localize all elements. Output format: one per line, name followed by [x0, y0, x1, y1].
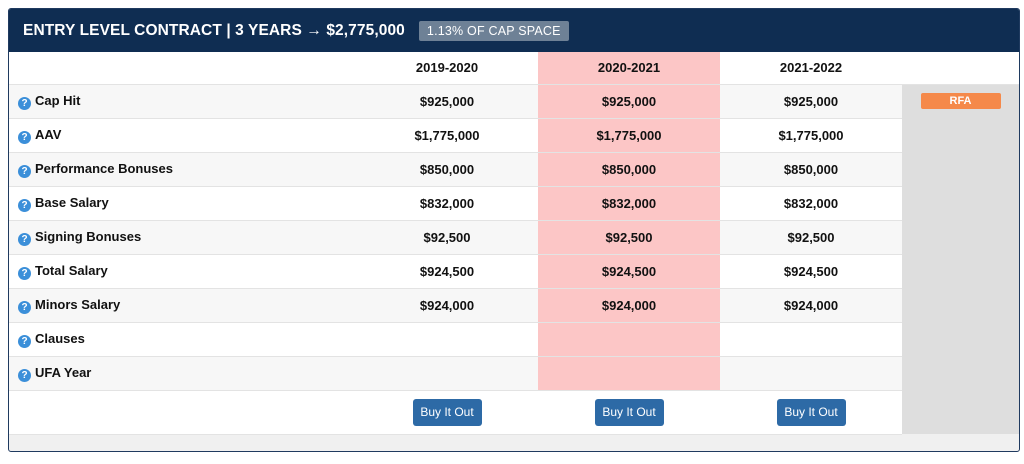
- cell-value: $1,775,000: [356, 118, 538, 153]
- cell-value-current: $1,775,000: [538, 118, 720, 153]
- row-label-clauses: ? Clauses: [9, 322, 356, 357]
- table-row: ? Cap Hit $925,000 $925,000 $925,000 RFA: [9, 84, 1019, 434]
- row-label-text: Performance Bonuses: [35, 160, 173, 176]
- table-row: ? UFA Year: [9, 356, 1019, 391]
- cell-value: $850,000: [720, 152, 902, 187]
- contract-card: ENTRY LEVEL CONTRACT | 3 YEARS → $2,775,…: [8, 8, 1020, 452]
- buy-it-out-button[interactable]: Buy It Out: [594, 398, 664, 426]
- row-label-text: Total Salary: [35, 262, 108, 278]
- cell-value: $925,000: [356, 84, 538, 119]
- cell-value: $924,000: [356, 288, 538, 323]
- contract-header: ENTRY LEVEL CONTRACT | 3 YEARS → $2,775,…: [9, 9, 1019, 52]
- season-header-row: 2019-2020 2020-2021 2021-2022: [9, 52, 1019, 85]
- help-icon[interactable]: ?: [18, 164, 31, 178]
- buy-out-row-label: [9, 390, 356, 435]
- row-label-text: Cap Hit: [35, 92, 81, 108]
- cell-value: $924,500: [356, 254, 538, 289]
- row-label-text: Minors Salary: [35, 296, 121, 312]
- buy-out-cell: Buy It Out: [538, 390, 720, 435]
- help-icon[interactable]: ?: [18, 300, 31, 314]
- buy-it-out-button[interactable]: Buy It Out: [776, 398, 846, 426]
- season-header: 2019-2020: [356, 52, 538, 85]
- help-icon[interactable]: ?: [18, 130, 31, 144]
- table-row: ? Performance Bonuses $850,000 $850,000 $…: [9, 152, 1019, 187]
- table-row: ? AAV $1,775,000 $1,775,000 $1,775,000: [9, 118, 1019, 153]
- buy-it-out-button[interactable]: Buy It Out: [412, 398, 482, 426]
- table-row: ? Total Salary $924,500 $924,500 $924,500: [9, 254, 1019, 289]
- row-label-text: Signing Bonuses: [35, 228, 142, 244]
- row-label-cap-hit: ? Cap Hit: [9, 84, 356, 119]
- buy-out-row: Buy It Out Buy It Out Buy It Out: [9, 390, 1019, 435]
- help-icon[interactable]: ?: [18, 198, 31, 212]
- cell-value: [356, 322, 538, 357]
- cell-value: [720, 356, 902, 391]
- cell-value-current: [538, 322, 720, 357]
- buy-out-cell: Buy It Out: [720, 390, 902, 435]
- row-label-performance-bonuses: ? Performance Bonuses: [9, 152, 356, 187]
- cell-value-current: [538, 356, 720, 391]
- cell-value: $92,500: [720, 220, 902, 255]
- row-label-minors-salary: ? Minors Salary: [9, 288, 356, 323]
- status-column: RFA: [902, 84, 1019, 434]
- cell-value-current: $832,000: [538, 186, 720, 221]
- table-row: ? Minors Salary $924,000 $924,000 $924,00…: [9, 288, 1019, 323]
- row-label-text: UFA Year: [35, 364, 92, 380]
- cap-space-badge: 1.13% OF CAP SPACE: [418, 20, 569, 41]
- cell-value: $832,000: [356, 186, 538, 221]
- row-label-text: Clauses: [35, 330, 85, 346]
- contract-table: 2019-2020 2020-2021 2021-2022 ? Cap Hit $…: [9, 52, 1019, 435]
- season-header: 2021-2022: [720, 52, 902, 85]
- cell-value-current: $92,500: [538, 220, 720, 255]
- cell-value: $1,775,000: [720, 118, 902, 153]
- row-label-signing-bonuses: ? Signing Bonuses: [9, 220, 356, 255]
- table-row: ? Clauses: [9, 322, 1019, 357]
- buy-out-cell: Buy It Out: [356, 390, 538, 435]
- cell-value-current: $925,000: [538, 84, 720, 119]
- row-label-ufa-year: ? UFA Year: [9, 356, 356, 391]
- cell-value: [356, 356, 538, 391]
- cell-value: $924,000: [720, 288, 902, 323]
- cell-value: $925,000: [720, 84, 902, 119]
- cell-value-current: $924,500: [538, 254, 720, 289]
- row-label-base-salary: ? Base Salary: [9, 186, 356, 221]
- cell-value: $832,000: [720, 186, 902, 221]
- table-row: ? Base Salary $832,000 $832,000 $832,000: [9, 186, 1019, 221]
- cell-value-current: $924,000: [538, 288, 720, 323]
- help-icon[interactable]: ?: [18, 368, 31, 382]
- cell-value-current: $850,000: [538, 152, 720, 187]
- status-column-header: [902, 52, 1019, 85]
- cell-value: [720, 322, 902, 357]
- season-header-current: 2020-2021: [538, 52, 720, 85]
- contract-title: ENTRY LEVEL CONTRACT | 3 YEARS → $2,775,…: [23, 21, 405, 39]
- help-icon[interactable]: ?: [18, 96, 31, 110]
- row-label-text: Base Salary: [35, 194, 109, 210]
- cell-value: $924,500: [720, 254, 902, 289]
- help-icon[interactable]: ?: [18, 334, 31, 348]
- row-label-aav: ? AAV: [9, 118, 356, 153]
- row-label-total-salary: ? Total Salary: [9, 254, 356, 289]
- table-row: ? Signing Bonuses $92,500 $92,500 $92,500: [9, 220, 1019, 255]
- cell-value: $92,500: [356, 220, 538, 255]
- row-label-text: AAV: [35, 126, 62, 142]
- label-column-header: [9, 52, 356, 85]
- help-icon[interactable]: ?: [18, 232, 31, 246]
- rfa-status-badge: RFA: [920, 92, 1001, 109]
- help-icon[interactable]: ?: [18, 266, 31, 280]
- cell-value: $850,000: [356, 152, 538, 187]
